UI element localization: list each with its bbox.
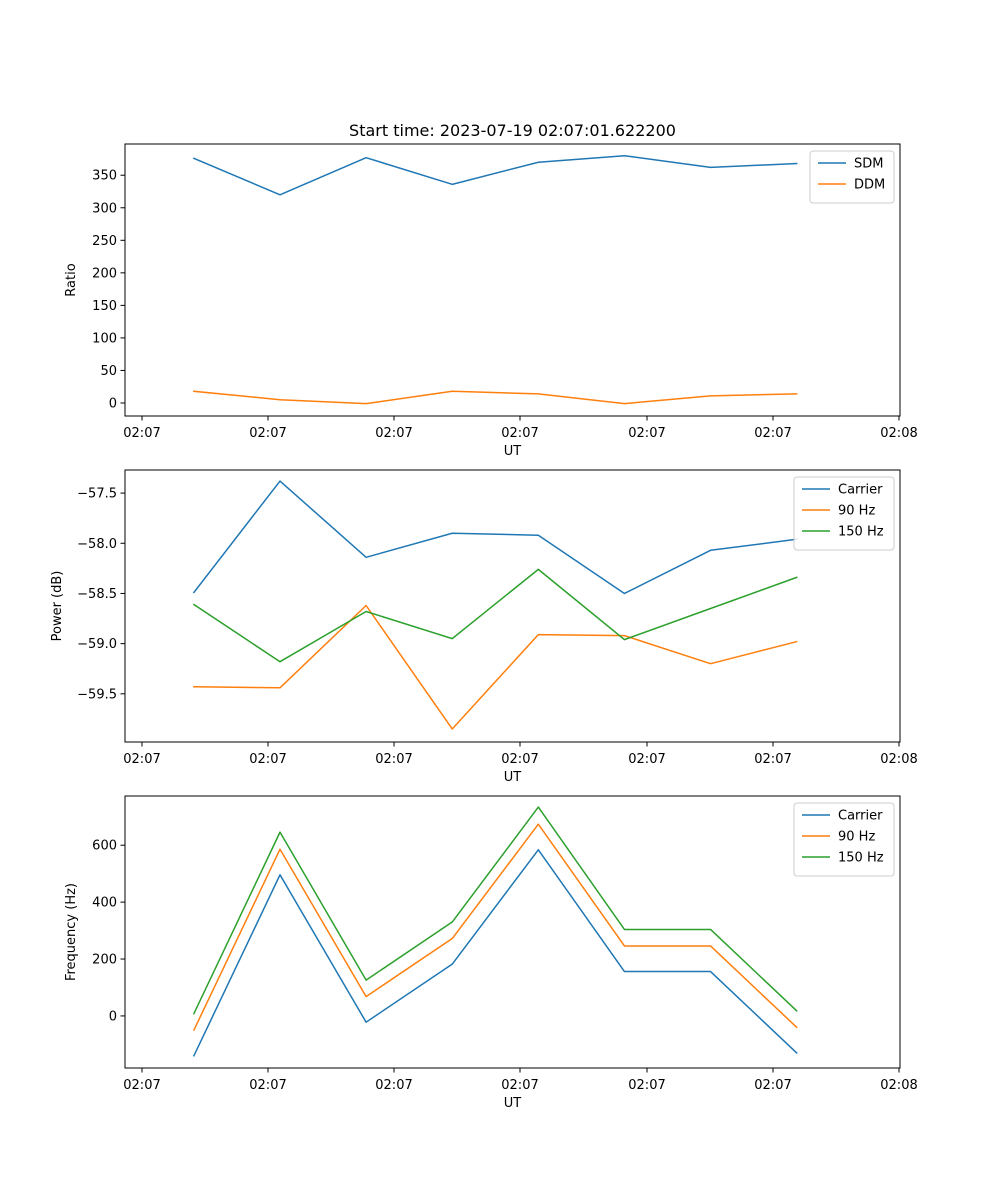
x-tick-label: 02:07 <box>249 426 286 441</box>
y-tick-label: 250 <box>92 234 117 249</box>
y-tick-label: −58.0 <box>77 537 117 552</box>
x-tick-label: 02:07 <box>628 752 665 767</box>
series-line-ddm <box>193 390 798 405</box>
x-axis-label: UT <box>504 1096 522 1111</box>
axes-frame <box>124 143 901 417</box>
y-tick-label: 0 <box>109 396 117 411</box>
x-tick-label: 02:07 <box>123 1078 160 1093</box>
x-tick-label: 02:08 <box>880 426 917 441</box>
series-line-carrier <box>192 849 798 1057</box>
y-tick-label: 200 <box>92 266 117 281</box>
legend-label: SDM <box>854 157 883 172</box>
x-tick-label: 02:07 <box>501 426 538 441</box>
legend-label: 90 Hz <box>838 504 875 519</box>
frequency-panel: 02:07 02:07 02:07 02:07 02:07 02:07 02:08 0 200 4… <box>64 795 918 1111</box>
y-axis-label: Frequency (Hz) <box>64 883 79 981</box>
y-tick-label: 150 <box>92 299 117 314</box>
series-line-carrier <box>192 480 798 595</box>
legend-label: 150 Hz <box>838 851 884 866</box>
x-tick-label: 02:08 <box>880 1078 917 1093</box>
x-tick-label: 02:07 <box>249 1078 286 1093</box>
y-tick-label: 300 <box>92 201 117 216</box>
x-tick-label: 02:07 <box>123 752 160 767</box>
y-tick-label: 600 <box>92 839 117 854</box>
x-tick-label: 02:07 <box>628 426 665 441</box>
axes-frame <box>124 469 901 743</box>
y-tick-label: 350 <box>92 169 117 184</box>
legend-label: 90 Hz <box>838 830 875 845</box>
y-tick-label: 50 <box>100 364 117 379</box>
figure-title: Start time: 2023-07-19 02:07:01.622200 <box>349 121 676 140</box>
legend-label: 150 Hz <box>838 525 884 540</box>
y-axis-label: Ratio <box>64 263 79 296</box>
y-tick-label: 0 <box>109 1009 117 1024</box>
x-tick-label: 02:07 <box>754 426 791 441</box>
power-panel: 02:07 02:07 02:07 02:07 02:07 02:07 02:08 −59.5… <box>50 469 918 785</box>
legend-label: Carrier <box>838 809 883 824</box>
series-line-sdm <box>192 154 798 196</box>
y-tick-label: −59.5 <box>77 687 117 702</box>
legend-box <box>809 150 895 204</box>
series-line-150-hz <box>192 806 798 1015</box>
x-tick-label: 02:07 <box>375 1078 412 1093</box>
axes-frame <box>124 795 901 1069</box>
x-axis-label: UT <box>504 770 522 785</box>
y-tick-label: −58.5 <box>77 587 117 602</box>
series-line-150-hz <box>192 568 798 663</box>
series-line-90-hz <box>193 604 798 730</box>
x-axis-label: UT <box>504 444 522 459</box>
x-tick-label: 02:07 <box>249 752 286 767</box>
x-tick-label: 02:07 <box>754 1078 791 1093</box>
y-tick-label: 100 <box>92 331 117 346</box>
legend-label: DDM <box>854 178 885 193</box>
y-tick-label: −59.0 <box>77 637 117 652</box>
x-tick-label: 02:07 <box>628 1078 665 1093</box>
series-line-90-hz <box>192 823 798 1032</box>
y-axis-label: Power (dB) <box>50 571 65 642</box>
x-tick-label: 02:07 <box>754 752 791 767</box>
y-tick-label: 200 <box>92 953 117 968</box>
y-tick-label: 400 <box>92 896 117 911</box>
x-tick-label: 02:07 <box>501 1078 538 1093</box>
ratio-panel: 02:07 02:07 02:07 02:07 02:07 02:07 02:08 0 50 10… <box>64 143 918 459</box>
legend-label: Carrier <box>838 483 883 498</box>
x-tick-label: 02:08 <box>880 752 917 767</box>
x-tick-label: 02:07 <box>501 752 538 767</box>
y-tick-label: −57.5 <box>77 487 117 502</box>
x-tick-label: 02:07 <box>123 426 160 441</box>
x-tick-label: 02:07 <box>375 752 412 767</box>
x-tick-label: 02:07 <box>375 426 412 441</box>
